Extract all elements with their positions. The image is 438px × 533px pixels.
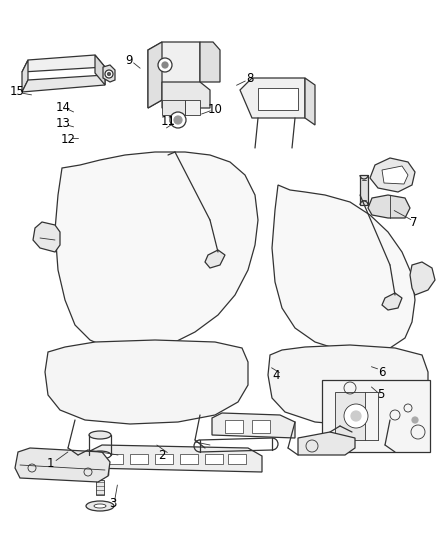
Polygon shape [212, 413, 295, 438]
Text: 6: 6 [378, 366, 386, 378]
Polygon shape [148, 42, 200, 108]
Ellipse shape [89, 451, 111, 459]
Polygon shape [382, 166, 408, 184]
Polygon shape [130, 454, 148, 464]
Polygon shape [180, 454, 198, 464]
Circle shape [412, 417, 418, 423]
Text: 4: 4 [272, 369, 280, 382]
Polygon shape [103, 65, 115, 82]
Polygon shape [105, 454, 123, 464]
Text: 12: 12 [60, 133, 75, 146]
Polygon shape [55, 152, 258, 350]
Circle shape [344, 404, 368, 428]
Polygon shape [96, 480, 104, 495]
Circle shape [351, 411, 361, 421]
Polygon shape [162, 82, 210, 108]
Text: 13: 13 [56, 117, 71, 130]
Circle shape [174, 116, 182, 124]
Ellipse shape [86, 501, 114, 511]
Circle shape [107, 72, 110, 76]
Polygon shape [205, 250, 225, 268]
Polygon shape [268, 345, 428, 426]
Polygon shape [272, 185, 415, 352]
Polygon shape [200, 42, 220, 82]
Polygon shape [252, 420, 270, 433]
Polygon shape [205, 454, 223, 464]
Polygon shape [162, 100, 185, 115]
Polygon shape [370, 158, 415, 192]
Text: 2: 2 [158, 449, 166, 462]
Text: 8: 8 [246, 72, 253, 85]
Text: 15: 15 [10, 85, 25, 98]
Circle shape [105, 70, 113, 78]
Polygon shape [410, 262, 435, 295]
Polygon shape [88, 445, 262, 472]
Text: 11: 11 [161, 115, 176, 128]
Polygon shape [368, 195, 410, 218]
Polygon shape [155, 454, 173, 464]
Polygon shape [15, 448, 110, 482]
Polygon shape [185, 100, 200, 115]
Polygon shape [148, 42, 162, 108]
Polygon shape [305, 78, 315, 125]
Text: 10: 10 [207, 103, 222, 116]
Polygon shape [95, 55, 105, 85]
Text: 7: 7 [410, 216, 418, 229]
Polygon shape [298, 432, 355, 455]
Polygon shape [382, 293, 402, 310]
Polygon shape [322, 380, 430, 452]
Polygon shape [33, 222, 60, 252]
Polygon shape [22, 75, 105, 92]
Ellipse shape [89, 431, 111, 439]
Polygon shape [92, 460, 109, 480]
Polygon shape [258, 88, 298, 110]
Text: 1: 1 [46, 457, 54, 470]
Polygon shape [225, 420, 243, 433]
Polygon shape [45, 340, 248, 424]
Polygon shape [228, 454, 246, 464]
Polygon shape [335, 392, 365, 440]
Polygon shape [360, 175, 368, 205]
Text: 5: 5 [378, 388, 385, 401]
Ellipse shape [94, 504, 106, 508]
Circle shape [162, 62, 168, 68]
Polygon shape [22, 55, 105, 72]
Text: 9: 9 [125, 54, 133, 67]
Circle shape [158, 58, 172, 72]
Text: 3: 3 [110, 497, 117, 510]
Polygon shape [22, 60, 28, 92]
Circle shape [170, 112, 186, 128]
Polygon shape [240, 78, 305, 118]
Text: 14: 14 [56, 101, 71, 114]
